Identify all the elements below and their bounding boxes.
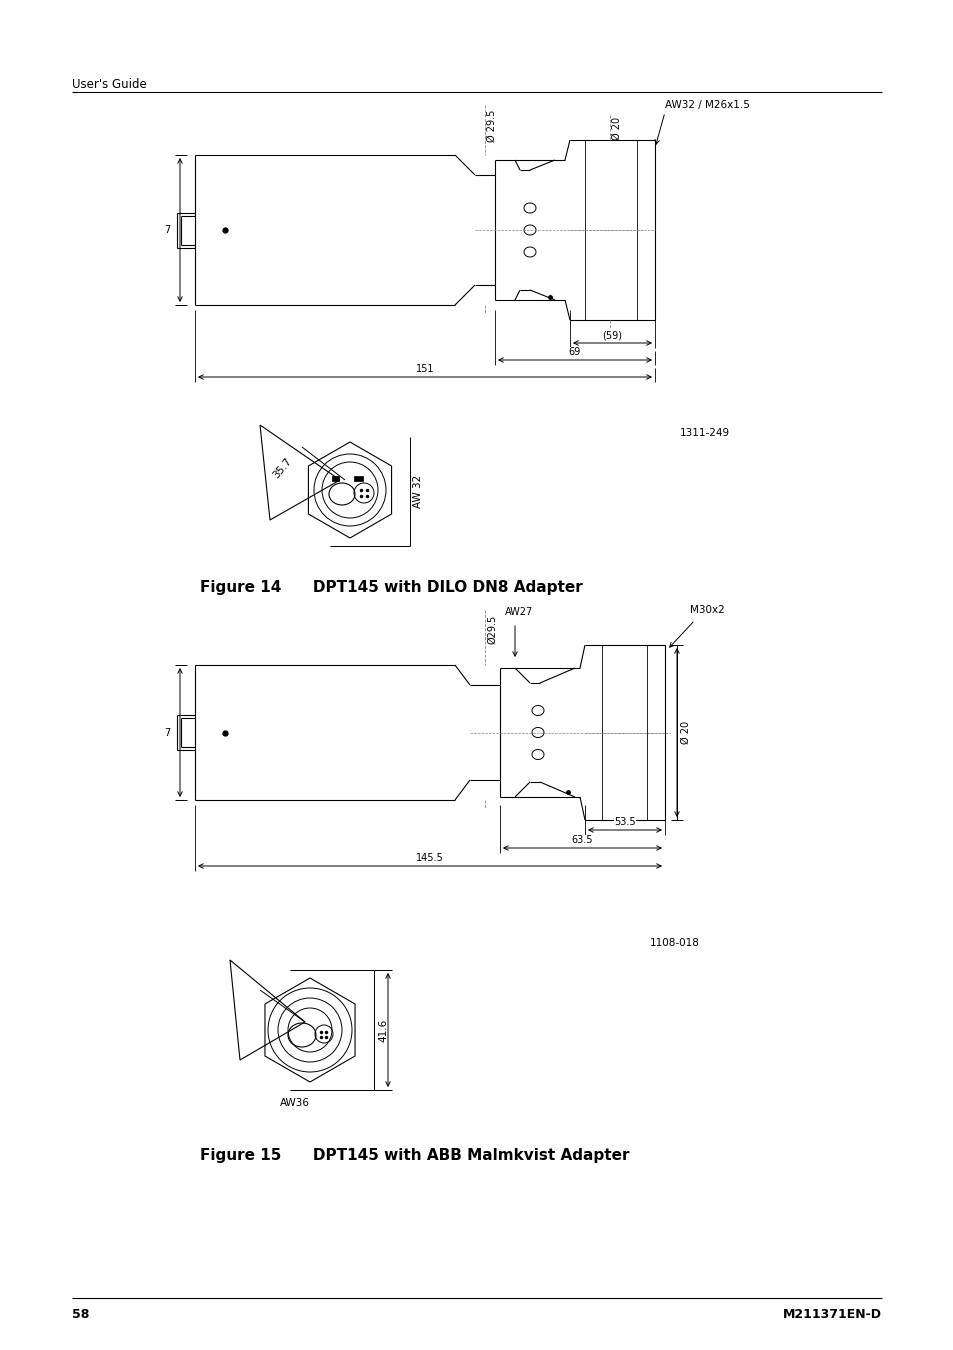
Text: Figure 14      DPT145 with DILO DN8 Adapter: Figure 14 DPT145 with DILO DN8 Adapter [200, 580, 582, 595]
Text: Ø 20: Ø 20 [680, 721, 690, 744]
Text: 69: 69 [568, 347, 580, 356]
Text: 58: 58 [71, 1308, 90, 1322]
Text: Ø 29.5: Ø 29.5 [486, 109, 497, 142]
Text: 145.5: 145.5 [416, 853, 443, 863]
Text: (59): (59) [602, 329, 622, 340]
Text: M211371EN-D: M211371EN-D [782, 1308, 882, 1322]
Text: AW32 / M26x1.5: AW32 / M26x1.5 [664, 100, 749, 109]
Text: 1108-018: 1108-018 [649, 938, 700, 948]
Text: 63.5: 63.5 [571, 836, 593, 845]
Text: AW27: AW27 [504, 608, 533, 617]
Bar [332, 477, 338, 481]
Text: Figure 15      DPT145 with ABB Malmkvist Adapter: Figure 15 DPT145 with ABB Malmkvist Adap… [200, 1148, 629, 1162]
Text: 7: 7 [164, 728, 170, 737]
Bar [354, 477, 363, 481]
Text: Ø 20: Ø 20 [612, 117, 621, 140]
Text: 35.7: 35.7 [271, 456, 293, 481]
Text: User's Guide: User's Guide [71, 78, 147, 90]
Text: 53.5: 53.5 [614, 817, 635, 828]
Text: 41.6: 41.6 [377, 1018, 388, 1042]
Text: AW36: AW36 [280, 1098, 310, 1108]
Text: AW 32: AW 32 [413, 475, 422, 508]
Text: Ø29.5: Ø29.5 [486, 616, 497, 644]
Text: 7: 7 [164, 225, 170, 235]
Text: M30x2: M30x2 [689, 605, 724, 616]
Text: 1311-249: 1311-249 [679, 428, 729, 437]
Text: 151: 151 [416, 364, 434, 374]
